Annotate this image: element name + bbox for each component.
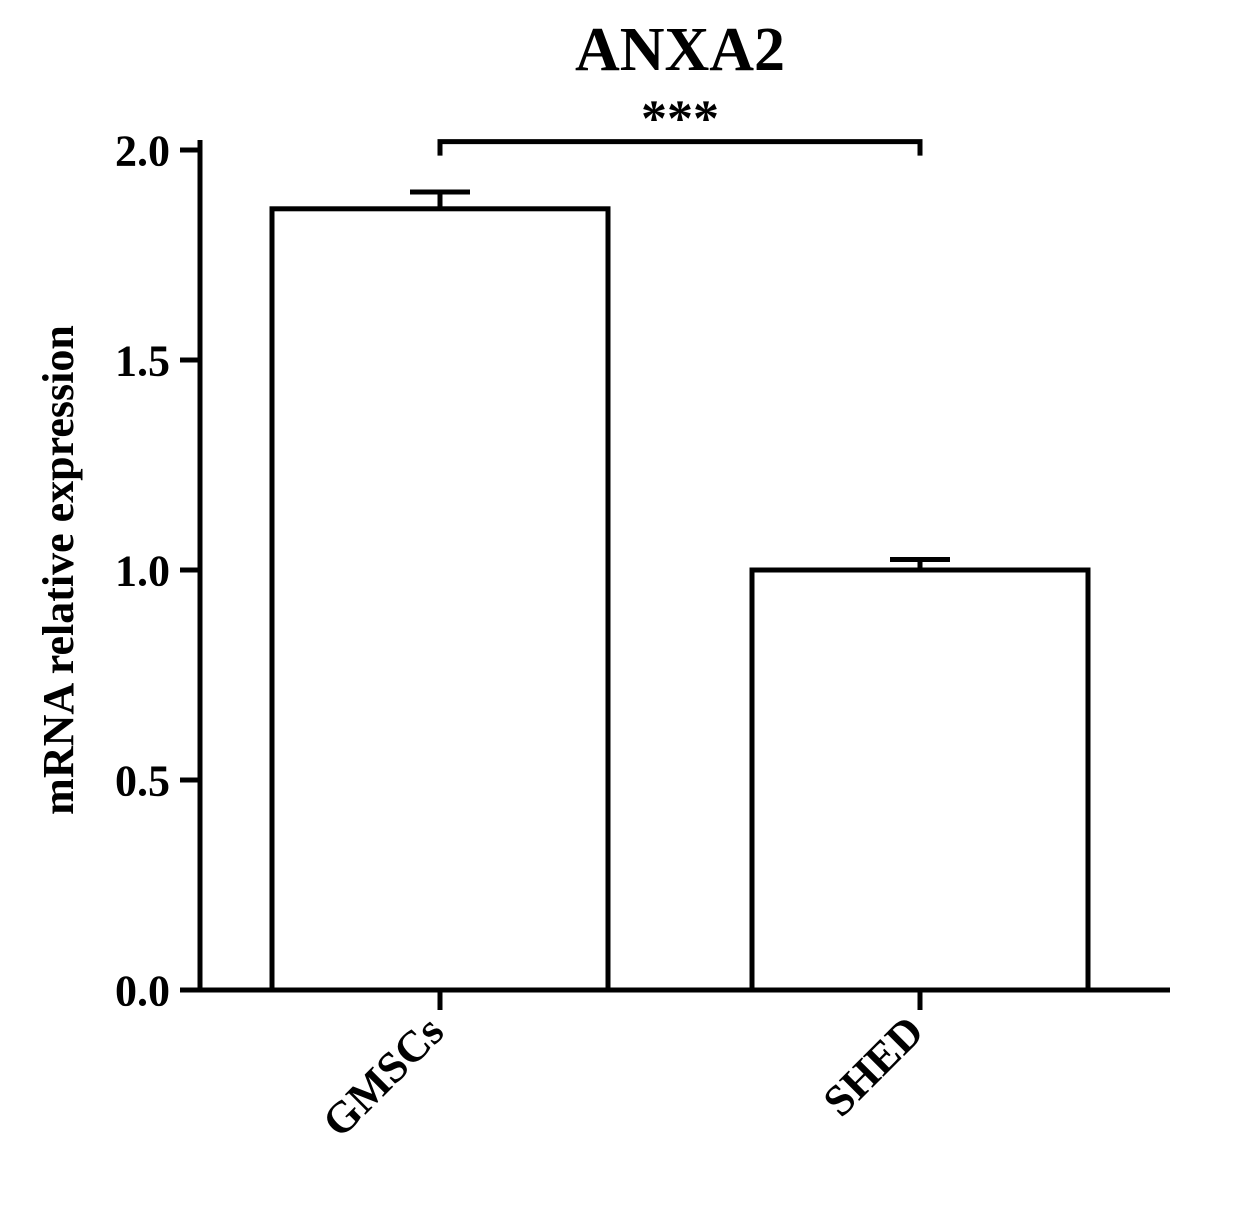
bar: [752, 570, 1088, 990]
bar: [272, 209, 608, 990]
chart-title: ANXA2: [575, 16, 785, 84]
significance-label: ***: [641, 91, 719, 148]
bar-chart-svg: ANXA2 0.0 0.5 1.0 1.5 2.0 mRNA relative expre…: [0, 0, 1240, 1216]
y-tick-label: 0.0: [115, 966, 170, 1015]
y-tick-label: 2.0: [115, 126, 170, 175]
category-label: SHED: [814, 1006, 933, 1125]
y-tick-label: 1.5: [115, 336, 170, 385]
chart-container: ANXA2 0.0 0.5 1.0 1.5 2.0 mRNA relative expre…: [0, 0, 1240, 1216]
y-axis-label: mRNA relative expression: [34, 325, 83, 815]
plot-area: 0.0 0.5 1.0 1.5 2.0 mRNA relative expression G…: [34, 91, 1170, 1147]
category-label: GMSCs: [313, 1006, 453, 1146]
y-tick-label: 0.5: [115, 756, 170, 805]
y-tick-label: 1.0: [115, 546, 170, 595]
